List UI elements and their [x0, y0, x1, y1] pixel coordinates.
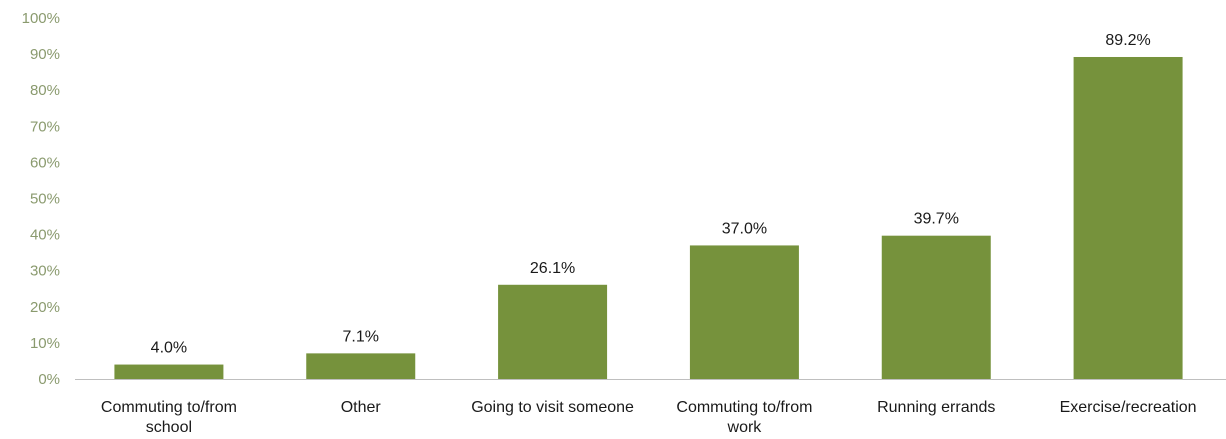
x-tick-label-line: Running errands — [877, 399, 995, 416]
bar — [114, 364, 224, 379]
bar — [498, 284, 608, 379]
data-label: 39.7% — [914, 211, 959, 228]
x-tick-label: Other — [341, 399, 382, 416]
y-tick-label: 100% — [22, 10, 60, 27]
y-tick-label: 90% — [30, 46, 60, 63]
y-tick-label: 30% — [30, 263, 60, 280]
x-tick-label-line: Going to visit someone — [471, 399, 634, 416]
data-label: 7.1% — [343, 328, 379, 345]
x-tick-label: Exercise/recreation — [1060, 399, 1197, 416]
x-tick-label-line: Commuting to/from — [101, 399, 237, 416]
y-tick-label: 70% — [30, 118, 60, 135]
x-tick-label-line: work — [727, 419, 763, 436]
y-tick-label: 20% — [30, 299, 60, 316]
x-tick-label-line: school — [146, 419, 192, 436]
data-label: 4.0% — [151, 340, 187, 357]
y-tick-label: 10% — [30, 335, 60, 352]
data-label: 89.2% — [1105, 32, 1150, 49]
y-tick-label: 60% — [30, 154, 60, 171]
x-axis-labels: Commuting to/from school Other Going to vis… — [101, 399, 1197, 436]
x-tick-label: Commuting to/from work — [676, 399, 812, 436]
y-tick-label: 80% — [30, 82, 60, 99]
bar — [1073, 56, 1183, 379]
y-tick-label: 40% — [30, 227, 60, 244]
y-axis-labels: 0% 10% 20% 30% 40% 50% 60% 70% 80% 90% 100% — [22, 10, 60, 388]
y-tick-label: 50% — [30, 191, 60, 208]
data-labels: 4.0% 7.1% 26.1% 37.0% 39.7% 89.2% — [151, 32, 1151, 357]
x-tick-label-line: Other — [341, 399, 382, 416]
x-tick-label: Going to visit someone — [471, 399, 634, 416]
bars — [114, 56, 1183, 379]
data-label: 37.0% — [722, 220, 767, 237]
bar — [306, 353, 416, 379]
bar — [881, 235, 991, 379]
x-tick-label-line: Commuting to/from — [676, 399, 812, 416]
x-tick-label: Commuting to/from school — [101, 399, 237, 436]
x-tick-label: Running errands — [877, 399, 995, 416]
data-label: 26.1% — [530, 260, 575, 277]
bar — [689, 245, 799, 379]
x-tick-label-line: Exercise/recreation — [1060, 399, 1197, 416]
y-tick-label: 0% — [38, 371, 60, 388]
